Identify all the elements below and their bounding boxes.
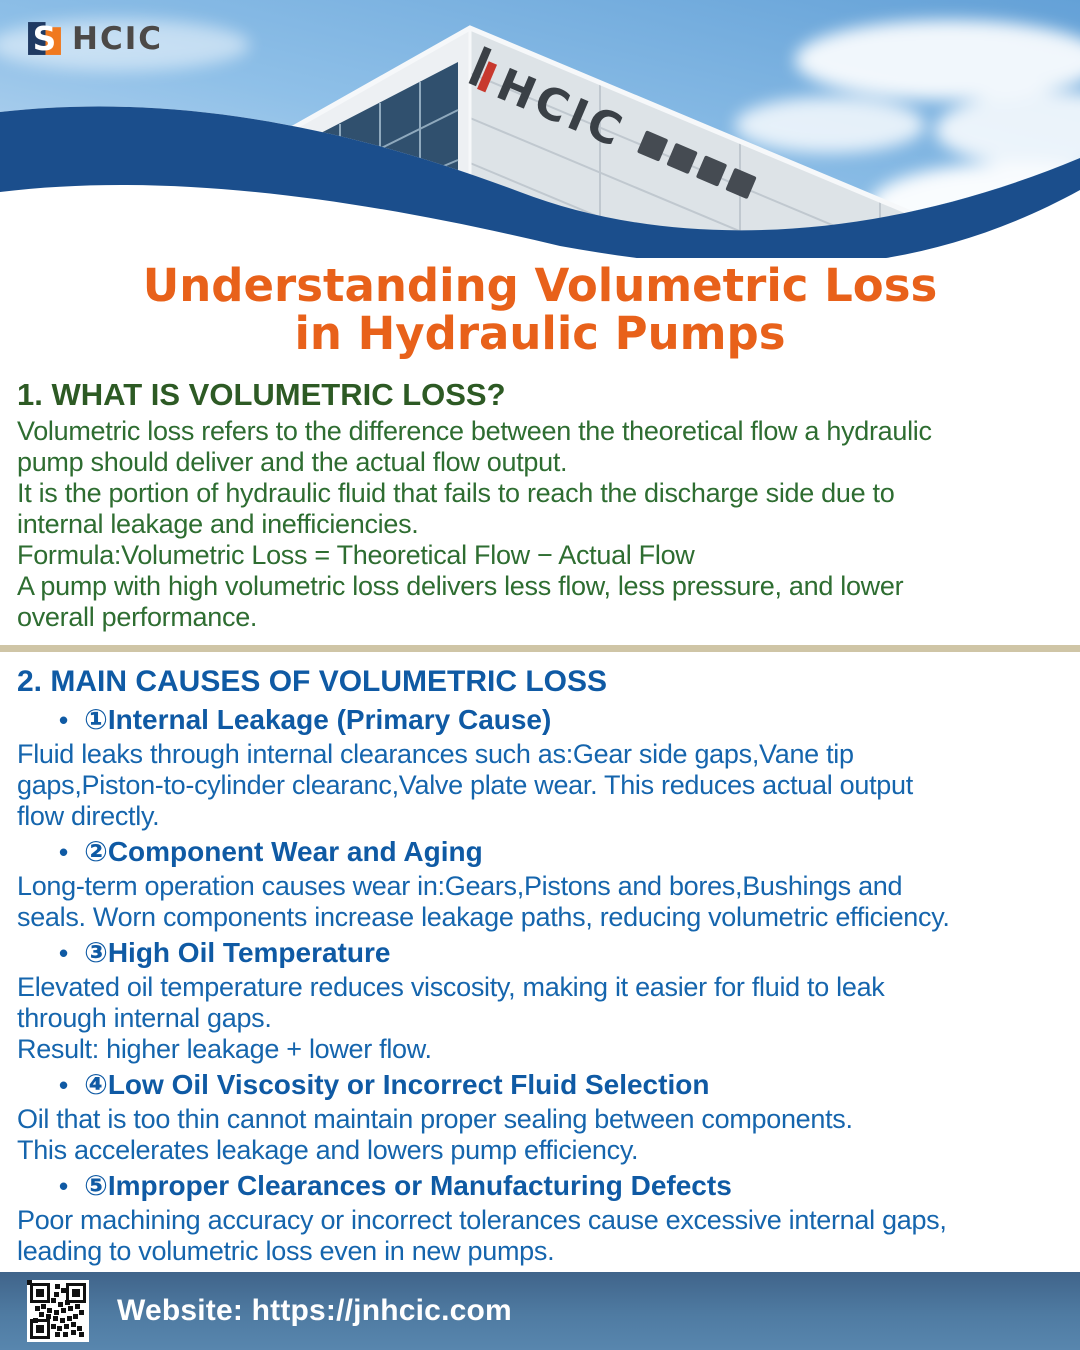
cause-item-body: Oil that is too thin cannot maintain pro… [17,1104,853,1166]
cause-item-title-text: ①Internal Leakage (Primary Cause) [84,704,552,736]
page-title-line1: Understanding Volumetric Loss [142,259,938,312]
section2-heading: 2. MAIN CAUSES OF VOLUMETRIC LOSS [17,665,608,699]
cause-item-title-text: ③High Oil Temperature [84,937,391,969]
bullet-icon: • [59,837,69,868]
cause-item-body: Poor machining accuracy or incorrect tol… [17,1205,947,1267]
bullet-icon: • [59,938,69,969]
logo-mark-icon: S [28,20,61,57]
wave-ribbon [0,106,1080,258]
page-title: Understanding Volumetric Loss in Hydraul… [0,262,1080,357]
hero-header: HCIC S HCI [0,0,1080,258]
hero-photo-illustration: HCIC [0,0,1080,258]
cause-item-title-text: ④Low Oil Viscosity or Incorrect Fluid Se… [84,1069,710,1101]
footer-website: Website: https://jnhcic.com [117,1294,512,1327]
content: 1. WHAT IS VOLUMETRIC LOSS? Volumetric l… [0,377,1080,1267]
cause-item-5: • ⑤Improper Clearances or Manufacturing … [17,1169,1063,1267]
bullet-icon: • [59,1070,69,1101]
logo-text: HCIC [72,20,163,57]
cause-item-title: • ③High Oil Temperature [17,936,1063,970]
section1-heading: 1. WHAT IS VOLUMETRIC LOSS? [17,377,506,413]
cause-item-2: • ②Component Wear and Aging Long-term op… [17,835,1063,933]
cause-item-title: • ⑤Improper Clearances or Manufacturing … [17,1169,1063,1203]
cause-item-body: Fluid leaks through internal clearances … [17,739,913,832]
page-title-line2: in Hydraulic Pumps [294,306,786,360]
cause-item-title-text: ②Component Wear and Aging [84,836,483,868]
bullet-icon: • [59,1171,69,1202]
cause-item-title-text: ⑤Improper Clearances or Manufacturing De… [84,1170,732,1202]
bullet-icon: • [59,705,69,736]
cause-item-body: Elevated oil temperature reduces viscosi… [17,972,885,1065]
cause-item-body: Long-term operation causes wear in:Gears… [17,871,950,933]
cause-item-3: • ③High Oil Temperature Elevated oil tem… [17,936,1063,1065]
cause-item-title: • ④Low Oil Viscosity or Incorrect Fluid … [17,1068,1063,1102]
qr-code [27,1280,89,1342]
svg-text:S: S [33,20,57,57]
footer-bar: Website: https://jnhcic.com [0,1272,1080,1350]
section-divider [0,645,1080,653]
cause-item-4: • ④Low Oil Viscosity or Incorrect Fluid … [17,1068,1063,1166]
logo: S HCIC [26,20,163,57]
cause-item-1: • ①Internal Leakage (Primary Cause) Flui… [17,703,1063,832]
cause-item-title: • ②Component Wear and Aging [17,835,1063,869]
cause-item-title: • ①Internal Leakage (Primary Cause) [17,703,1063,737]
section1-body: Volumetric loss refers to the difference… [17,416,932,633]
